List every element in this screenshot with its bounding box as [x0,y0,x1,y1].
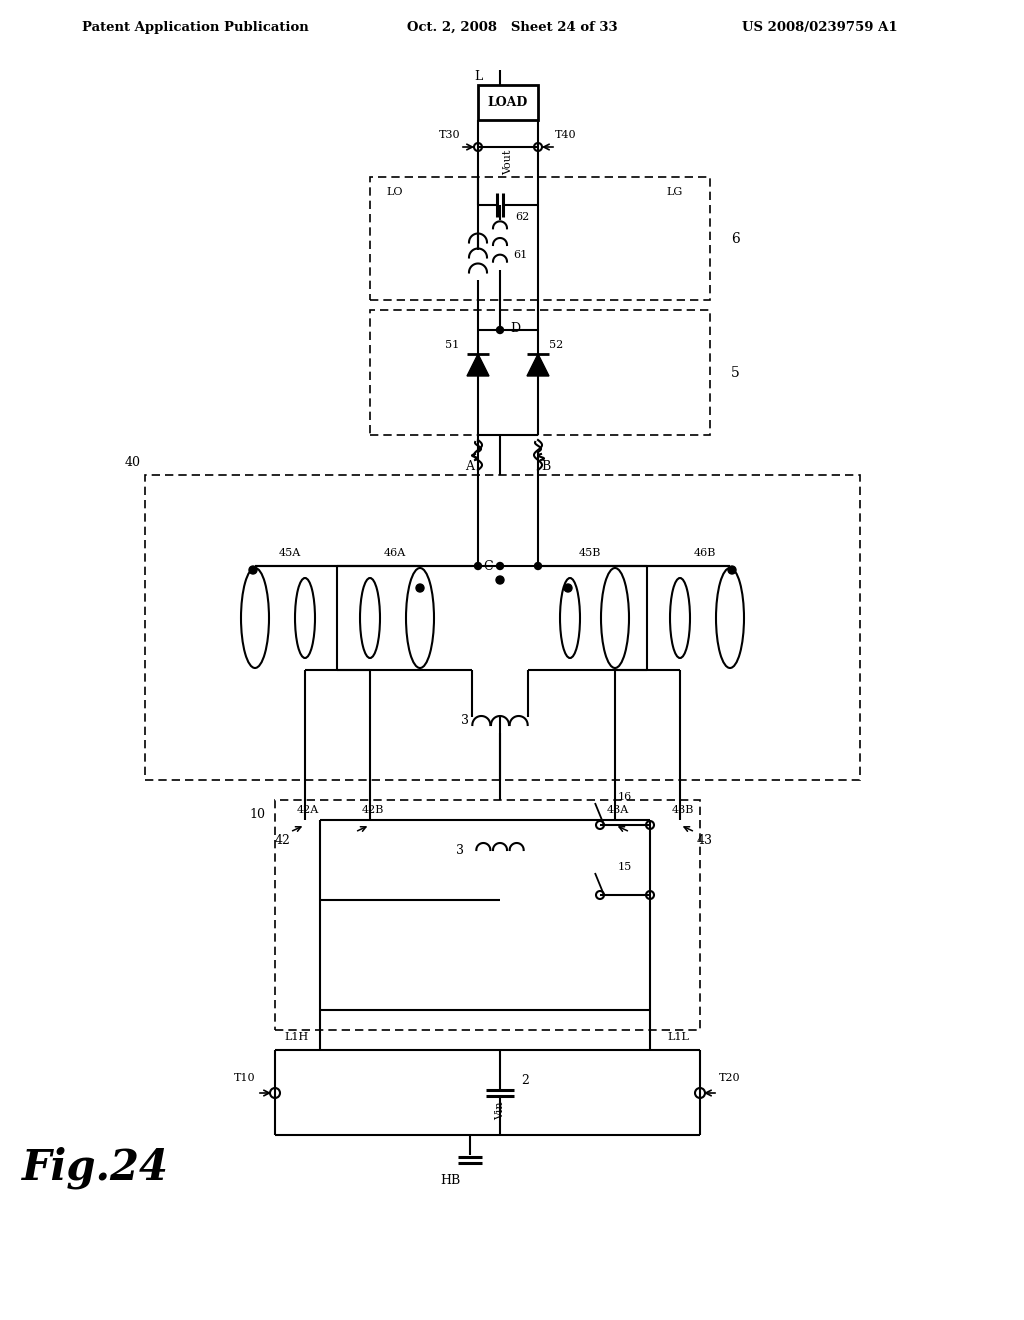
Text: Patent Application Publication: Patent Application Publication [82,21,308,33]
Circle shape [728,566,736,574]
Text: 43B: 43B [672,805,694,814]
Text: L: L [474,70,482,83]
Text: T30: T30 [439,129,461,140]
Text: 42: 42 [275,833,291,846]
Bar [275,800,700,1030]
Text: 45A: 45A [279,548,301,558]
Text: L1L: L1L [667,1032,689,1041]
Text: 46A: 46A [384,548,407,558]
Text: 45B: 45B [579,548,601,558]
Circle shape [474,562,481,569]
Polygon shape [527,354,549,376]
Text: 52: 52 [549,341,563,350]
Text: C: C [483,560,493,573]
Text: 3: 3 [461,714,469,726]
Circle shape [416,583,424,591]
Text: LOAD: LOAD [487,96,528,110]
Circle shape [535,562,542,569]
Text: 51: 51 [444,341,459,350]
Text: 43: 43 [697,833,713,846]
Text: 42A: 42A [297,805,319,814]
Circle shape [564,583,572,591]
Text: Fig.24: Fig.24 [22,1147,169,1189]
Text: 16: 16 [617,792,632,803]
Polygon shape [467,354,489,376]
Bar [370,177,710,300]
Text: 3: 3 [456,843,464,857]
Text: Oct. 2, 2008   Sheet 24 of 33: Oct. 2, 2008 Sheet 24 of 33 [407,21,617,33]
Circle shape [497,562,504,569]
Text: Vin: Vin [495,1102,505,1121]
Text: Vout: Vout [503,149,513,174]
Text: 46B: 46B [694,548,716,558]
Text: LO: LO [387,187,403,197]
Text: T40: T40 [555,129,577,140]
Text: D: D [510,322,520,334]
Bar [478,84,538,120]
Text: 15: 15 [617,862,632,873]
Bar [370,310,710,436]
Text: 2: 2 [521,1074,529,1088]
Circle shape [249,566,257,574]
Text: A: A [466,459,474,473]
Text: 5: 5 [731,366,739,380]
Bar [145,475,860,780]
Text: HB: HB [440,1173,460,1187]
Text: B: B [542,459,551,473]
Circle shape [496,576,504,583]
Text: 10: 10 [249,808,265,821]
Text: 61: 61 [513,249,527,260]
Text: L1H: L1H [285,1032,309,1041]
Text: 42B: 42B [361,805,384,814]
Text: 40: 40 [125,457,141,470]
Text: 43A: 43A [607,805,629,814]
Text: 62: 62 [515,213,529,222]
Text: 6: 6 [731,232,739,246]
Text: LG: LG [667,187,683,197]
Text: US 2008/0239759 A1: US 2008/0239759 A1 [742,21,898,33]
Circle shape [497,326,504,334]
Text: T10: T10 [234,1073,256,1082]
Text: T20: T20 [719,1073,740,1082]
